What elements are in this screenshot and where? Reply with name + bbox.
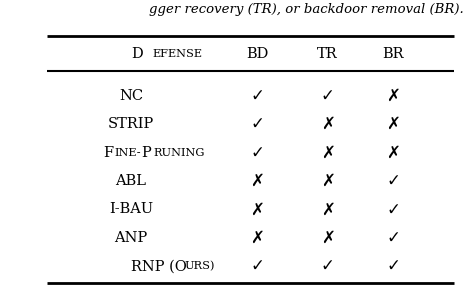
Text: ✗: ✗ — [321, 144, 335, 162]
Text: ✓: ✓ — [250, 87, 264, 105]
Text: ✓: ✓ — [250, 144, 264, 162]
Text: F: F — [103, 146, 113, 160]
Text: INE-: INE- — [115, 148, 141, 157]
Text: ✓: ✓ — [250, 115, 264, 133]
Text: ✗: ✗ — [321, 115, 335, 133]
Text: I-BAU: I-BAU — [109, 202, 153, 216]
Text: gger recovery (TR), or backdoor removal (BR).: gger recovery (TR), or backdoor removal … — [148, 3, 463, 16]
Text: BR: BR — [382, 47, 404, 61]
Text: ✓: ✓ — [321, 87, 335, 105]
Text: ✗: ✗ — [250, 229, 264, 247]
Text: ✓: ✓ — [386, 172, 400, 190]
Text: NC: NC — [119, 89, 143, 103]
Text: ✗: ✗ — [386, 115, 400, 133]
Text: ✗: ✗ — [386, 144, 400, 162]
Text: ANP: ANP — [114, 231, 148, 245]
Text: EFENSE: EFENSE — [152, 49, 202, 59]
Text: ✓: ✓ — [386, 229, 400, 247]
Text: RNP (O: RNP (O — [131, 259, 187, 273]
Text: ✗: ✗ — [321, 229, 335, 247]
Text: ✗: ✗ — [250, 200, 264, 218]
Text: ✓: ✓ — [321, 257, 335, 275]
Text: P: P — [141, 146, 151, 160]
Text: ✗: ✗ — [250, 172, 264, 190]
Text: ✓: ✓ — [250, 257, 264, 275]
Text: RUNING: RUNING — [153, 148, 205, 157]
Text: ✓: ✓ — [386, 200, 400, 218]
Text: ABL: ABL — [116, 174, 146, 188]
Text: URS): URS) — [185, 261, 215, 271]
Text: STRIP: STRIP — [108, 117, 154, 131]
Text: ✗: ✗ — [321, 200, 335, 218]
Text: ✗: ✗ — [321, 172, 335, 190]
Text: ✗: ✗ — [386, 87, 400, 105]
Text: ✓: ✓ — [386, 257, 400, 275]
Text: D: D — [131, 47, 143, 61]
Text: TR: TR — [317, 47, 338, 61]
Text: BD: BD — [246, 47, 269, 61]
